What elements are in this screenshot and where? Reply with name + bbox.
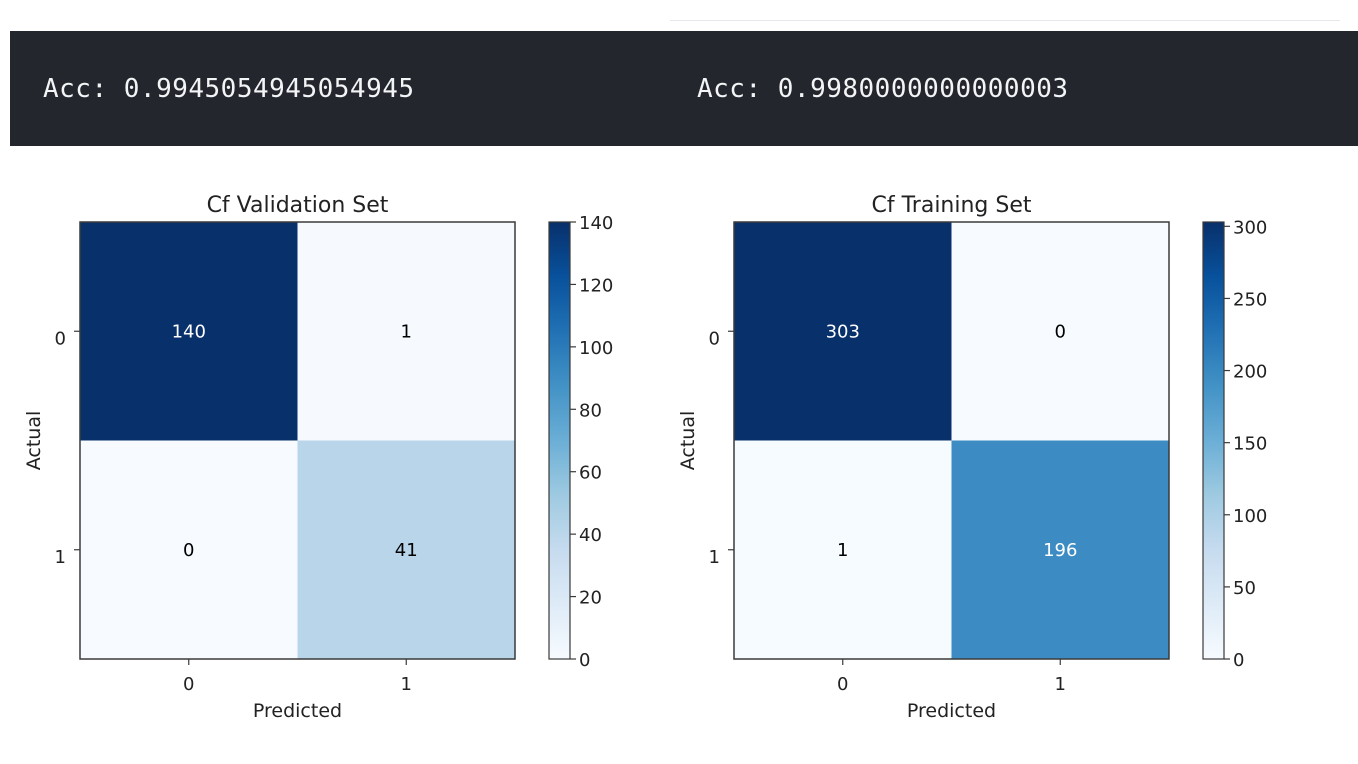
- accuracy-validation-text: Acc: 0.9945054945054945: [43, 74, 415, 104]
- colorbar-tick-label: 200: [1233, 362, 1267, 383]
- colorbar-tick-label: 40: [579, 525, 602, 546]
- colorbar-tick-label: 0: [1233, 650, 1244, 671]
- accuracy-training-text: Acc: 0.9980000000000003: [697, 74, 1069, 104]
- plot-frame: [733, 221, 1170, 660]
- chart-title: Cf Training Set: [871, 193, 1031, 218]
- x-tick-label: 1: [401, 674, 412, 695]
- top-divider: [670, 20, 1340, 21]
- cell-value-label: 0: [183, 540, 194, 561]
- y-tick-label: 1: [55, 547, 66, 568]
- colorbar-frame: [548, 221, 571, 660]
- x-tick-label: 0: [183, 674, 194, 695]
- colorbar-tick-label: 250: [1233, 289, 1267, 310]
- y-tick-label: 0: [709, 328, 720, 349]
- colorbar-tick-label: 100: [579, 338, 613, 359]
- confusion-matrix-panel-0: 140 1 0 41 Cf Validation Set 0 1 Predicted 0 1 Act…: [23, 193, 613, 722]
- cell-value-label: 0: [1055, 321, 1066, 342]
- colorbar-tick-label: 60: [579, 463, 602, 484]
- x-axis-label: Predicted: [253, 700, 342, 722]
- x-tick-label: 1: [1055, 674, 1066, 695]
- cell-value-label: 303: [826, 321, 860, 342]
- colorbar-tick-label: 50: [1233, 578, 1256, 599]
- matrix-cell: [80, 440, 298, 659]
- matrix-cell: [951, 440, 1169, 659]
- matrix-cell: [951, 222, 1169, 441]
- matrix-cell: [297, 222, 515, 441]
- matrix-cell: [734, 222, 952, 441]
- colorbar-tick-label: 150: [1233, 434, 1267, 455]
- cell-value-label: 41: [395, 540, 418, 561]
- output-cell: [10, 31, 1358, 146]
- colorbar-tick-label: 120: [579, 275, 613, 296]
- colorbar-tick-label: 300: [1233, 217, 1267, 238]
- colorbar-tick-label: 80: [579, 400, 602, 421]
- matrix-cell: [297, 440, 515, 659]
- matrix-cell: [734, 440, 952, 659]
- cell-value-label: 140: [172, 321, 206, 342]
- colorbar-gradient: [1203, 222, 1224, 659]
- colorbar-tick-label: 0: [579, 650, 590, 671]
- cell-value-label: 196: [1043, 540, 1077, 561]
- cell-value-label: 1: [401, 321, 412, 342]
- y-tick-label: 1: [709, 547, 720, 568]
- matrix-cell: [80, 222, 298, 441]
- y-tick-label: 0: [55, 328, 66, 349]
- colorbar-gradient: [549, 222, 570, 659]
- confusion-matrix-panel-1: 303 0 1 196 Cf Training Set 0 1 Predicted 0 1 Actu…: [677, 193, 1267, 722]
- colorbar-tick-label: 100: [1233, 506, 1267, 527]
- x-tick-label: 0: [837, 674, 848, 695]
- colorbar-frame: [1202, 221, 1225, 660]
- y-axis-label: Actual: [23, 411, 45, 471]
- cell-value-label: 1: [837, 540, 848, 561]
- colorbar-tick-label: 140: [579, 213, 613, 234]
- colorbar-tick-label: 20: [579, 588, 602, 609]
- x-axis-label: Predicted: [907, 700, 996, 722]
- chart-title: Cf Validation Set: [207, 193, 389, 218]
- y-axis-label: Actual: [677, 411, 699, 471]
- plot-frame: [79, 221, 516, 660]
